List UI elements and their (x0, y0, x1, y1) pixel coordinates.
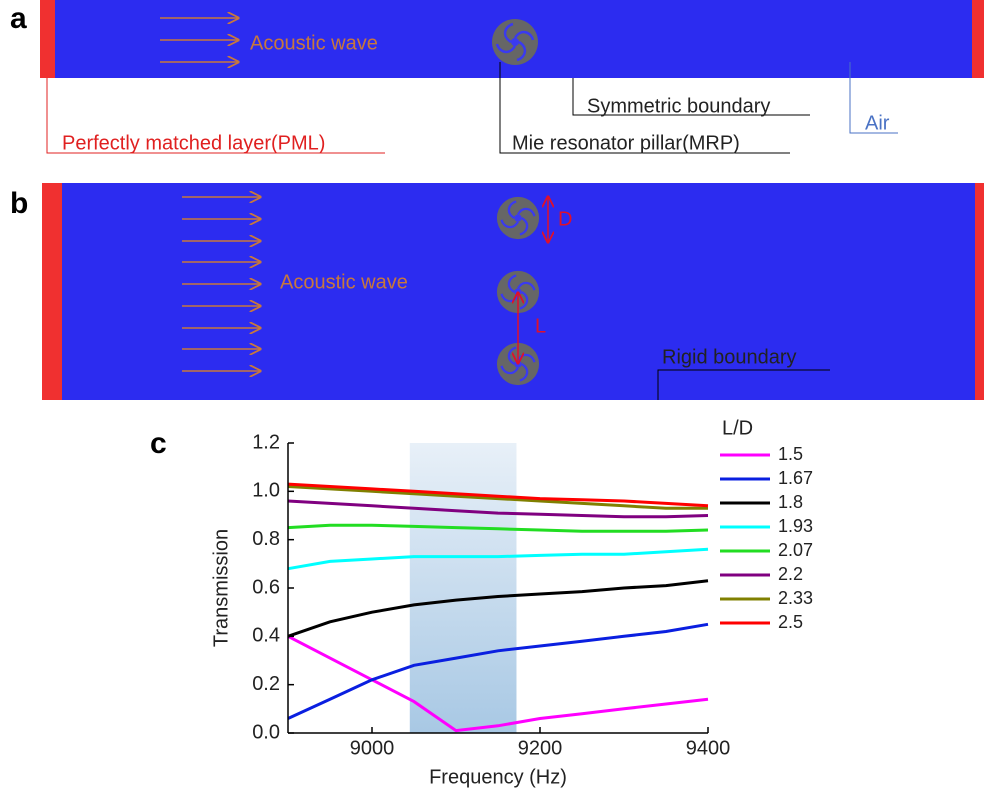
arrows (160, 18, 238, 62)
dimension-label: D (558, 208, 572, 230)
y-tick-label: 0.6 (252, 576, 280, 598)
dimension-label: L (535, 315, 546, 337)
pml (40, 0, 55, 78)
legend-label: 1.8 (778, 492, 803, 512)
leader (499, 62, 790, 154)
leader (572, 78, 810, 116)
mrp (491, 18, 539, 66)
y-tick-label: 1.0 (252, 480, 280, 502)
series-line (287, 485, 708, 510)
leader (46, 78, 385, 154)
highlight-band (409, 443, 517, 733)
series-line (287, 622, 709, 720)
leader (657, 369, 830, 400)
annotation: Mie resonator pillar(MRP) (512, 132, 740, 154)
pml (972, 0, 984, 78)
annotation: Air (865, 112, 890, 134)
mrp (496, 196, 540, 240)
legend-label: 2.07 (778, 540, 813, 560)
dimension (518, 197, 548, 363)
legend-title: L/D (722, 417, 753, 439)
series-line (287, 634, 709, 733)
legend-label: 1.93 (778, 516, 813, 536)
arrows (182, 197, 260, 371)
legend-label: 1.67 (778, 468, 813, 488)
x-axis-label: Frequency (Hz) (429, 766, 567, 788)
pml (42, 183, 62, 400)
panel-a: a Acoustic wave Symmetric boundary Air P… (10, 0, 984, 154)
panel-b: b Acoustic wave D L Rigid boundary (10, 183, 984, 400)
series-line (287, 579, 709, 638)
annotation: Perfectly matched layer(PML) (62, 132, 325, 154)
y-tick-label: 0.2 (252, 673, 280, 695)
series-line (287, 482, 709, 508)
leader (849, 62, 898, 134)
wave-label: Acoustic wave (280, 271, 408, 293)
annotation: Symmetric boundary (587, 95, 770, 117)
x-tick-label: 9000 (350, 737, 395, 759)
legend-label: 2.2 (778, 564, 803, 584)
y-tick-label: 0.4 (252, 625, 280, 647)
pml (975, 183, 984, 400)
series-line (287, 523, 709, 533)
x-tick-label: 9200 (518, 737, 563, 759)
panel-label: b (10, 187, 28, 220)
wave-label: Acoustic wave (250, 32, 378, 54)
legend-label: 2.5 (778, 612, 803, 632)
legend-label: 1.5 (778, 444, 803, 464)
annotation: Rigid boundary (662, 346, 797, 368)
y-axis-label: Transmission (210, 529, 232, 647)
y-tick-label: 1.2 (252, 431, 280, 453)
series-line (287, 499, 709, 519)
panel-label: a (10, 2, 27, 35)
y-tick-label: 0.8 (252, 528, 280, 550)
series-line (287, 547, 709, 571)
panel-label: c (150, 427, 167, 460)
legend-label: 2.33 (778, 588, 813, 608)
x-tick-label: 9400 (686, 737, 731, 759)
y-tick-label: 0.0 (252, 721, 280, 743)
panel-c: c Frequency (Hz) Transmission L/D 1.5 1.6… (150, 417, 813, 788)
